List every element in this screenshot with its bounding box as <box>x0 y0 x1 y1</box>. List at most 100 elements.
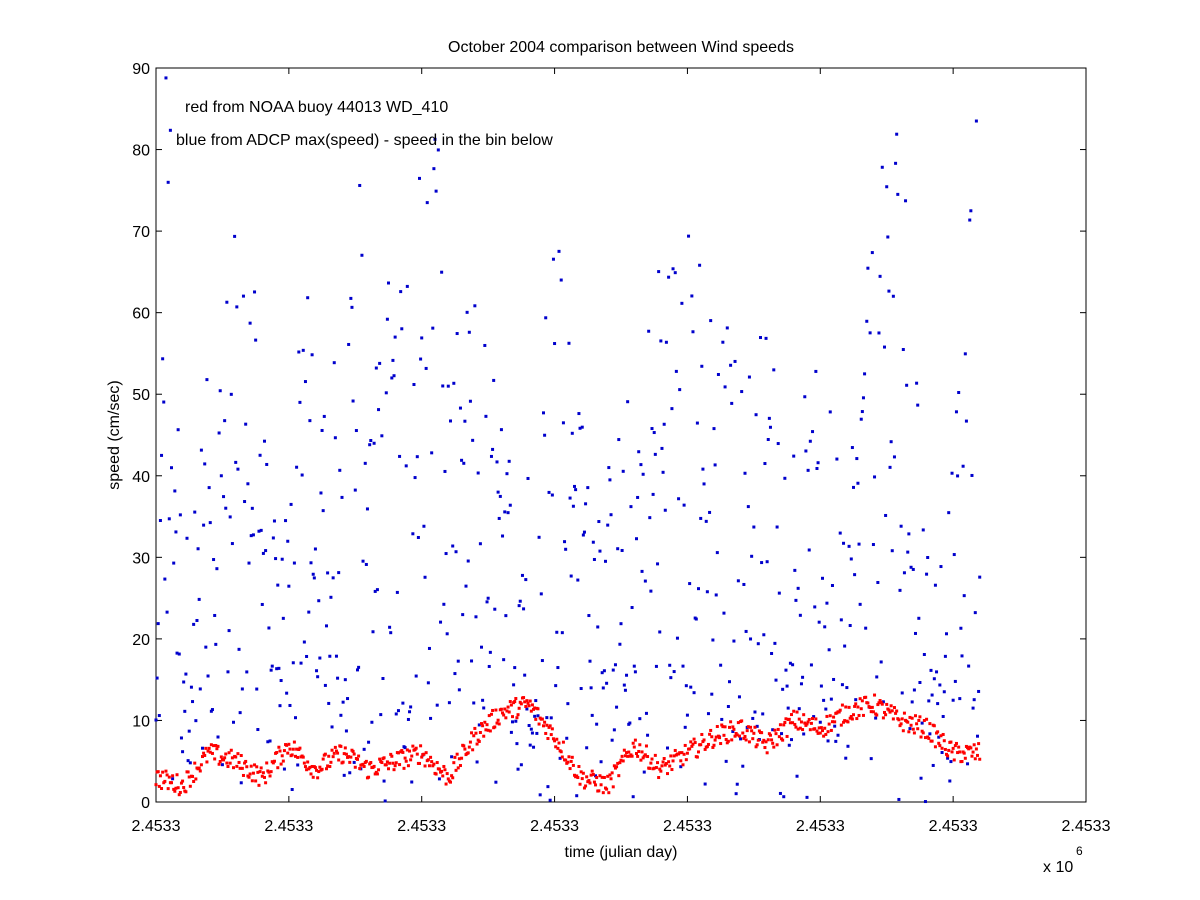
data-point-red <box>828 714 832 718</box>
data-point-red <box>209 743 213 747</box>
data-point-red <box>920 729 924 733</box>
data-point-red <box>278 749 282 753</box>
data-point-blue <box>601 686 605 690</box>
data-point-red <box>819 726 823 730</box>
data-point-red <box>781 738 785 742</box>
data-point-blue <box>491 447 495 451</box>
data-point-blue <box>517 604 521 608</box>
data-point-red <box>548 724 552 728</box>
data-point-red <box>963 756 967 760</box>
data-point-blue <box>246 482 250 486</box>
data-point-blue <box>963 352 967 356</box>
data-point-red <box>895 709 899 713</box>
data-point-blue <box>522 607 526 611</box>
data-point-blue <box>173 489 177 493</box>
data-point-red <box>638 743 642 747</box>
data-point-blue <box>590 713 594 717</box>
data-point-blue <box>650 427 654 431</box>
data-point-blue <box>815 466 819 470</box>
data-point-red <box>598 774 602 778</box>
data-point-blue <box>270 664 274 668</box>
data-point-blue <box>642 770 646 774</box>
data-point-blue <box>555 630 559 634</box>
data-point-red <box>238 766 242 770</box>
data-point-red <box>554 745 558 749</box>
data-point-blue <box>937 735 941 739</box>
data-point-blue <box>954 410 958 414</box>
data-point-red <box>575 774 579 778</box>
data-point-red <box>691 742 695 746</box>
data-point-blue <box>197 597 201 601</box>
data-point-red <box>566 760 570 764</box>
data-point-blue <box>912 688 916 692</box>
data-point-red <box>742 736 746 740</box>
data-point-blue <box>278 704 282 708</box>
data-point-blue <box>549 716 553 720</box>
data-point-blue <box>777 591 781 595</box>
data-point-blue <box>843 644 847 648</box>
data-point-red <box>400 749 404 753</box>
data-point-blue <box>374 366 378 370</box>
data-point-blue <box>670 407 674 411</box>
data-point-blue <box>158 519 162 523</box>
data-point-blue <box>451 544 455 548</box>
data-point-red <box>560 755 564 759</box>
data-point-blue <box>244 422 248 426</box>
data-point-blue <box>245 670 249 674</box>
data-point-blue <box>666 746 669 750</box>
data-point-blue <box>920 721 924 725</box>
data-point-blue <box>657 270 661 274</box>
data-point-red <box>660 764 664 768</box>
data-point-blue <box>610 738 614 742</box>
data-point-blue <box>455 332 459 336</box>
data-point-red <box>585 775 589 779</box>
data-point-red <box>875 713 879 717</box>
data-point-blue <box>824 707 828 711</box>
data-point-red <box>714 735 718 739</box>
data-point-blue <box>393 335 397 339</box>
data-point-red <box>713 738 717 742</box>
data-point-blue <box>606 523 610 527</box>
data-point-blue <box>443 469 447 473</box>
data-point-red <box>919 735 923 739</box>
data-point-red <box>216 744 220 748</box>
data-point-blue <box>330 725 334 729</box>
data-point-red <box>577 764 581 768</box>
data-point-red <box>970 754 974 758</box>
x-multiplier-exponent: 6 <box>1076 844 1083 858</box>
data-point-red <box>341 760 345 764</box>
data-point-red <box>423 764 427 768</box>
data-point-blue <box>178 513 182 517</box>
data-point-red <box>527 704 531 708</box>
data-point-blue <box>647 329 651 333</box>
data-point-red <box>942 739 946 743</box>
data-point-blue <box>926 556 930 560</box>
data-point-blue <box>966 762 970 766</box>
data-point-blue <box>550 493 554 497</box>
data-point-red <box>656 761 660 765</box>
data-point-red <box>508 700 512 704</box>
data-point-blue <box>412 383 416 387</box>
data-point-red <box>515 716 519 720</box>
data-point-blue <box>239 781 243 785</box>
data-point-red <box>733 734 737 738</box>
data-point-blue <box>566 702 570 706</box>
data-point-blue <box>784 668 788 672</box>
data-point-red <box>868 706 872 710</box>
x-tick-label: 2.4533 <box>264 818 313 835</box>
data-point-red <box>938 744 942 748</box>
data-point-red <box>822 734 826 738</box>
data-point-red <box>318 765 322 769</box>
data-point-blue <box>414 674 418 678</box>
data-point-red <box>640 750 644 754</box>
data-point-red <box>915 722 919 726</box>
data-point-blue <box>350 305 354 309</box>
data-point-blue <box>630 606 634 610</box>
data-point-blue <box>945 632 948 636</box>
data-point-blue <box>595 722 599 726</box>
data-point-red <box>814 717 818 721</box>
data-point-blue <box>240 687 244 691</box>
data-point-blue <box>896 192 900 196</box>
data-point-blue <box>295 465 299 469</box>
data-point-blue <box>344 729 348 733</box>
